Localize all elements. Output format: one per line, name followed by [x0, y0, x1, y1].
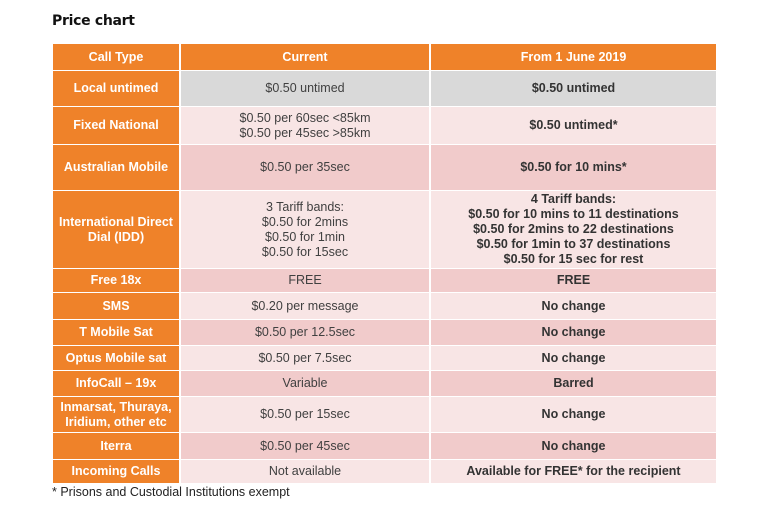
new-price-cell: No change	[431, 293, 716, 319]
table-row: Free 18x FREE FREE	[53, 269, 716, 292]
new-price-cell: Barred	[431, 371, 716, 396]
current-price-cell: $0.50 per 12.5sec	[181, 320, 429, 345]
table-row: T Mobile Sat $0.50 per 12.5sec No change	[53, 320, 716, 345]
table-row: Optus Mobile sat $0.50 per 7.5sec No chang…	[53, 346, 716, 370]
page-title: Price chart	[52, 13, 135, 29]
current-price-cell: Not available	[181, 460, 429, 483]
table-row: International Direct Dial (IDD) 3 Tariff …	[53, 191, 716, 268]
current-price-cell: FREE	[181, 269, 429, 292]
call-type-cell: InfoCall – 19x	[53, 371, 179, 396]
footnote: * Prisons and Custodial Institutions exe…	[52, 485, 290, 499]
current-price-cell: $0.20 per message	[181, 293, 429, 319]
new-price-cell: FREE	[431, 269, 716, 292]
current-price-cell: $0.50 per 45sec	[181, 433, 429, 459]
header-current: Current	[181, 44, 429, 70]
call-type-cell: Australian Mobile	[53, 145, 179, 190]
table-row: Fixed National $0.50 per 60sec <85km $0.5…	[53, 107, 716, 144]
new-price-cell: $0.50 for 10 mins*	[431, 145, 716, 190]
table-row: Local untimed $0.50 untimed $0.50 untimed	[53, 71, 716, 106]
call-type-cell: T Mobile Sat	[53, 320, 179, 345]
new-price-cell: 4 Tariff bands: $0.50 for 10 mins to 11 …	[431, 191, 716, 268]
call-type-cell: Iterra	[53, 433, 179, 459]
table-row: InfoCall – 19x Variable Barred	[53, 371, 716, 396]
current-price-cell: $0.50 per 7.5sec	[181, 346, 429, 370]
call-type-cell: Optus Mobile sat	[53, 346, 179, 370]
table-row: Iterra $0.50 per 45sec No change	[53, 433, 716, 459]
new-price-cell: No change	[431, 346, 716, 370]
current-price-cell: $0.50 per 60sec <85km $0.50 per 45sec >8…	[181, 107, 429, 144]
current-price-cell: $0.50 per 15sec	[181, 397, 429, 432]
header-call-type: Call Type	[53, 44, 179, 70]
call-type-cell: Incoming Calls	[53, 460, 179, 483]
table-row: Inmarsat, Thuraya, Iridium, other etc $0.…	[53, 397, 716, 432]
call-type-cell: Inmarsat, Thuraya, Iridium, other etc	[53, 397, 179, 432]
call-type-cell: SMS	[53, 293, 179, 319]
call-type-cell: Free 18x	[53, 269, 179, 292]
new-price-cell: $0.50 untimed*	[431, 107, 716, 144]
current-price-cell: 3 Tariff bands: $0.50 for 2mins $0.50 fo…	[181, 191, 429, 268]
table-row: Australian Mobile $0.50 per 35sec $0.50 fo…	[53, 145, 716, 190]
table-header-row: Call Type Current From 1 June 2019	[53, 44, 716, 70]
call-type-cell: International Direct Dial (IDD)	[53, 191, 179, 268]
new-price-cell: No change	[431, 397, 716, 432]
table-row: SMS $0.20 per message No change	[53, 293, 716, 319]
table-row: Incoming Calls Not available Available for…	[53, 460, 716, 483]
current-price-cell: $0.50 per 35sec	[181, 145, 429, 190]
new-price-cell: No change	[431, 320, 716, 345]
new-price-cell: Available for FREE* for the recipient	[431, 460, 716, 483]
new-price-cell: $0.50 untimed	[431, 71, 716, 106]
current-price-cell: $0.50 untimed	[181, 71, 429, 106]
new-price-cell: No change	[431, 433, 716, 459]
call-type-cell: Local untimed	[53, 71, 179, 106]
current-price-cell: Variable	[181, 371, 429, 396]
header-from-june-2019: From 1 June 2019	[431, 44, 716, 70]
price-table: Call Type Current From 1 June 2019 Local…	[51, 43, 718, 484]
call-type-cell: Fixed National	[53, 107, 179, 144]
